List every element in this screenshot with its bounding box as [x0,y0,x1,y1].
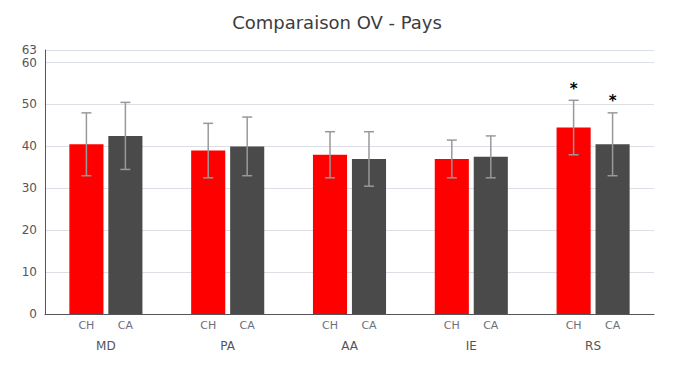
svg-text:CH: CH [322,319,338,332]
svg-text:0: 0 [29,307,37,321]
svg-text:MD: MD [96,339,116,353]
svg-text:CA: CA [483,319,499,332]
svg-text:*: * [570,80,578,98]
svg-text:40: 40 [22,139,37,153]
svg-text:50: 50 [22,97,37,111]
svg-text:CH: CH [566,319,582,332]
svg-text:CA: CA [240,319,256,332]
svg-text:PA: PA [220,339,235,353]
svg-text:CH: CH [200,319,216,332]
svg-text:CA: CA [118,319,134,332]
svg-text:IE: IE [466,339,477,353]
svg-text:10: 10 [22,265,37,279]
svg-text:AA: AA [341,339,359,353]
svg-text:*: * [609,92,617,110]
svg-text:RS: RS [585,339,601,353]
svg-text:30: 30 [22,181,37,195]
svg-text:63: 63 [22,43,37,57]
svg-text:CA: CA [361,319,377,332]
svg-text:Comparaison OV - Pays: Comparaison OV - Pays [232,12,442,33]
svg-text:CA: CA [605,319,621,332]
svg-text:CH: CH [78,319,94,332]
svg-text:CH: CH [444,319,460,332]
svg-text:20: 20 [22,223,37,237]
svg-text:60: 60 [22,56,37,70]
